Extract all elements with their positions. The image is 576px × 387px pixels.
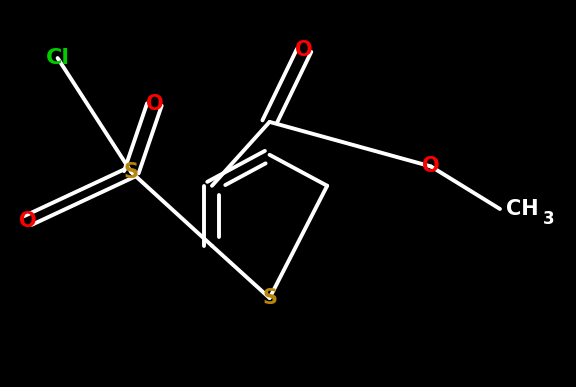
Text: S: S bbox=[262, 288, 277, 308]
Text: Cl: Cl bbox=[46, 48, 70, 68]
Text: O: O bbox=[19, 211, 36, 231]
Text: 3: 3 bbox=[543, 210, 555, 228]
Text: O: O bbox=[146, 94, 163, 115]
Text: O: O bbox=[295, 40, 313, 60]
Text: CH: CH bbox=[506, 199, 539, 219]
Text: S: S bbox=[124, 162, 139, 182]
Text: O: O bbox=[422, 156, 439, 176]
